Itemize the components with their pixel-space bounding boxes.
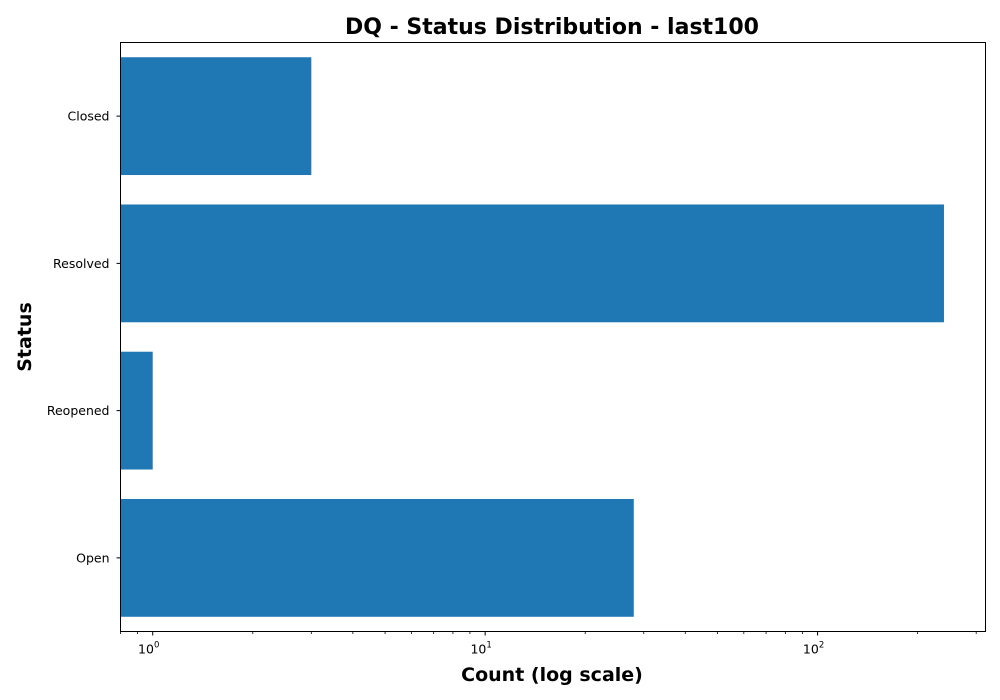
- y-tick-label-closed: Closed: [68, 109, 110, 124]
- bar-open: [120, 498, 634, 617]
- y-tick-label-resolved: Resolved: [53, 256, 109, 271]
- bar-reopened: [120, 351, 153, 470]
- bar-closed: [120, 57, 312, 176]
- bar-resolved: [120, 204, 944, 323]
- x-tick-label-1: 101: [470, 641, 491, 657]
- y-tick-label-open: Open: [76, 550, 109, 565]
- chart-title: DQ - Status Distribution - last100: [345, 15, 759, 40]
- bars-layer: [120, 57, 944, 617]
- ticks-layer: Open Reopened Resolved Closed 100 101 102: [47, 109, 977, 657]
- y-axis-label: Status: [14, 302, 36, 372]
- y-tick-label-reopened: Reopened: [47, 403, 110, 418]
- x-tick-label-2: 102: [803, 641, 824, 657]
- x-tick-label-0: 100: [138, 641, 159, 657]
- x-axis-label: Count (log scale): [461, 664, 643, 686]
- plot-frame: [120, 42, 986, 632]
